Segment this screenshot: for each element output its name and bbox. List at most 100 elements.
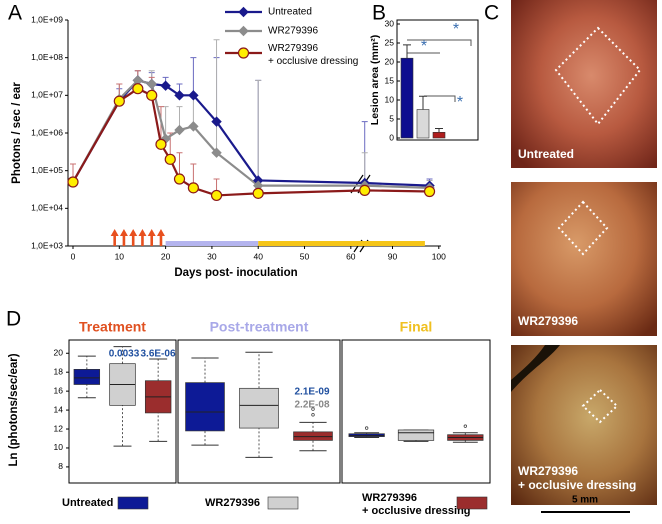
- dosing-arrow: [119, 229, 128, 246]
- period-bar: [165, 241, 259, 246]
- x-tick-label: 40: [253, 251, 263, 261]
- photo: [511, 182, 657, 336]
- bar: [416, 109, 430, 139]
- x-tick-label: 10: [115, 251, 125, 261]
- period-bar: [258, 241, 425, 246]
- dosing-arrow: [110, 229, 119, 246]
- photo: [511, 345, 657, 505]
- y-tick-label: 1,0E+06: [31, 127, 63, 137]
- error-bar: [419, 95, 427, 110]
- legend-marker: [237, 47, 250, 59]
- photo-label: WR279396: [518, 314, 578, 328]
- bar: [400, 57, 414, 139]
- significance-bracket: [424, 95, 456, 102]
- box: [397, 429, 435, 441]
- outlier: [463, 424, 467, 428]
- marker: [132, 83, 144, 95]
- outlier: [365, 426, 369, 430]
- significance-star: *: [453, 21, 459, 38]
- significance-star: *: [457, 94, 463, 111]
- legend-swatch: [117, 496, 149, 510]
- significance-star: *: [421, 38, 427, 55]
- p-value: 0.0033: [109, 349, 140, 360]
- dosing-arrow: [156, 229, 165, 246]
- marker: [160, 80, 171, 91]
- error-bar: [435, 128, 443, 133]
- group-title: Final: [400, 319, 433, 335]
- marker: [173, 173, 186, 185]
- y-tick-label: 14: [54, 404, 64, 414]
- y-tick-label: 15: [385, 75, 395, 85]
- marker: [146, 89, 158, 101]
- error-bar: [213, 39, 220, 153]
- y-tick-label: 1,0E+08: [31, 52, 63, 62]
- y-tick-label: 10: [385, 94, 395, 104]
- x-axis-label: Days post- inoculation: [174, 267, 297, 279]
- box: [185, 382, 225, 432]
- y-tick-label: 1,0E+04: [31, 203, 63, 213]
- x-tick-label: 20: [161, 251, 171, 261]
- y-tick-label: 5: [389, 113, 394, 123]
- group-title: Treatment: [79, 319, 146, 335]
- y-tick-label: 1,0E+03: [31, 240, 63, 250]
- bar: [432, 132, 446, 139]
- x-tick-label: 60: [346, 251, 356, 261]
- significance-bracket: [407, 39, 472, 46]
- y-tick-label: 25: [385, 37, 395, 47]
- marker: [67, 176, 79, 188]
- y-tick-label: 10: [54, 442, 64, 452]
- error-bar: [403, 44, 411, 59]
- legend-marker: [238, 6, 249, 18]
- y-tick-label: 16: [54, 385, 64, 395]
- plot-frame: [341, 339, 491, 484]
- y-tick-label: 18: [54, 366, 64, 376]
- x-tick-label: 90: [388, 251, 398, 261]
- marker: [174, 90, 185, 101]
- y-axis-label: Lesion area (mm²): [369, 35, 381, 125]
- legend-swatch: [267, 496, 299, 510]
- y-tick-label: 8: [58, 461, 63, 471]
- marker: [188, 121, 199, 132]
- y-tick-label: 30: [385, 18, 395, 28]
- marker: [211, 147, 222, 158]
- error-bar: [190, 57, 197, 96]
- legend-label: WR279396 + occlusive dressing: [362, 492, 471, 517]
- dosing-arrow: [147, 229, 156, 246]
- marker: [188, 90, 199, 101]
- y-tick-label: 20: [385, 56, 395, 66]
- box: [239, 387, 279, 429]
- marker: [210, 189, 223, 202]
- legend-label: Untreated: [268, 7, 312, 18]
- marker: [359, 184, 371, 196]
- error-bar: [255, 79, 262, 186]
- panel-letter: A: [8, 2, 22, 25]
- x-tick-label: 50: [300, 251, 310, 261]
- legend-marker: [238, 25, 249, 37]
- marker: [164, 153, 176, 165]
- plot-frame: [68, 339, 177, 484]
- x-tick-label: 0: [71, 251, 76, 261]
- dosing-arrow: [129, 229, 138, 246]
- photo: [511, 0, 657, 168]
- plot-frame: [177, 339, 341, 484]
- outlier: [311, 413, 315, 417]
- marker: [155, 138, 167, 150]
- outlier: [311, 407, 315, 411]
- y-tick-label: 20: [54, 348, 64, 358]
- y-tick-label: 1,0E+09: [31, 14, 63, 24]
- marker: [174, 124, 185, 136]
- panel-letter: C: [484, 2, 499, 25]
- panel-letter: B: [372, 2, 386, 25]
- dosing-arrow: [138, 229, 147, 246]
- panel-letter: D: [6, 308, 21, 331]
- p-value: 2.2E-08: [294, 400, 329, 411]
- x-tick-label: 100: [432, 251, 446, 261]
- marker: [187, 182, 199, 194]
- marker: [423, 185, 436, 198]
- group-title: Post-treatment: [210, 319, 309, 335]
- p-value: 2.1E-09: [294, 387, 329, 398]
- y-axis-label: Photons / sec / ear: [11, 82, 23, 184]
- y-tick-label: 1,0E+07: [31, 90, 63, 100]
- y-tick-label: 0: [389, 132, 394, 142]
